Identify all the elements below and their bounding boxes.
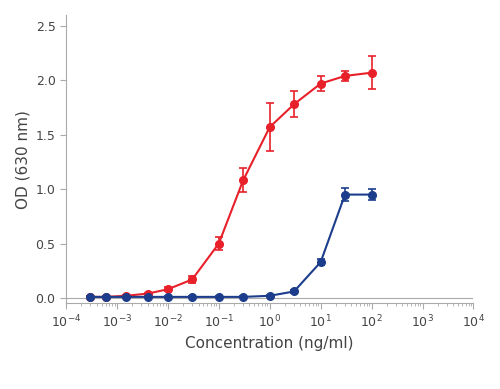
Y-axis label: OD (630 nm): OD (630 nm): [15, 110, 30, 209]
X-axis label: Concentration (ng/ml): Concentration (ng/ml): [186, 336, 354, 351]
